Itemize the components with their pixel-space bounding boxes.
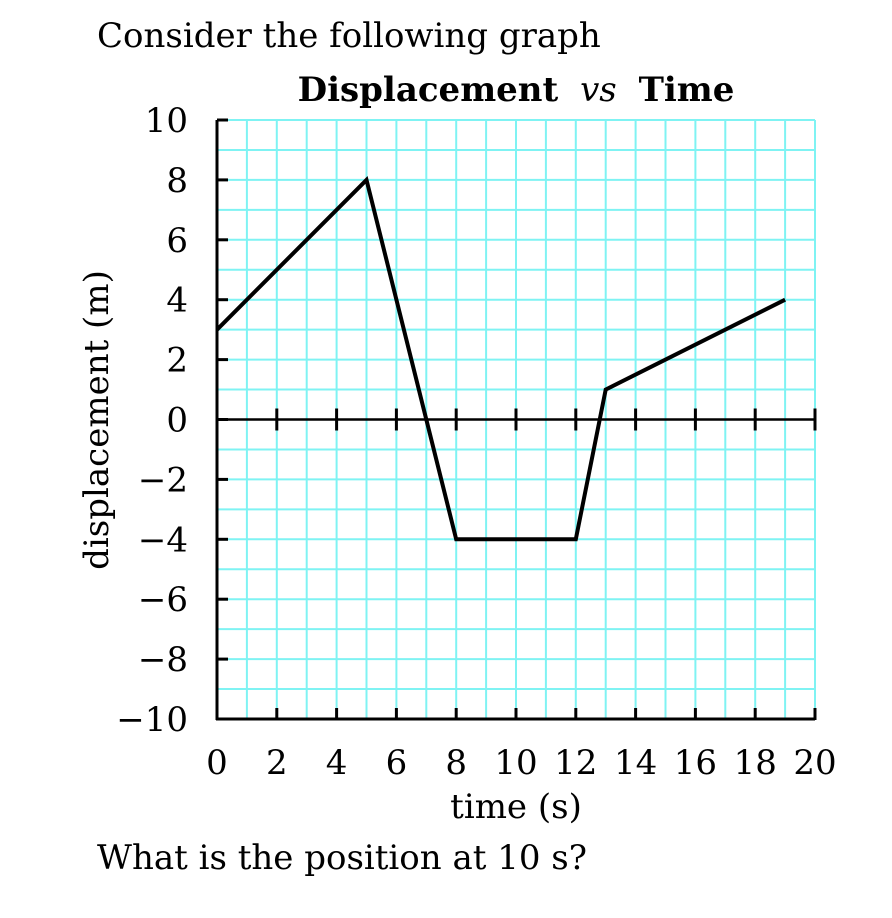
chart-title-part-2: vs	[580, 70, 617, 110]
y-tick-label: −10	[116, 700, 188, 740]
x-axis-label: time (s)	[450, 787, 582, 827]
x-tick-label: 10	[494, 743, 537, 783]
x-tick-label: 12	[554, 743, 597, 783]
x-tick-label: 8	[445, 743, 467, 783]
y-tick-label: 4	[166, 281, 188, 321]
intro-text: Consider the following graph	[97, 16, 601, 56]
chart-title-part-1: Displacement	[298, 70, 559, 110]
y-tick-label: 2	[166, 341, 188, 381]
x-tick-label: 18	[734, 743, 777, 783]
y-tick-label: −8	[138, 640, 188, 680]
series	[215, 175, 786, 542]
y-tick-label: 0	[166, 401, 188, 441]
x-tick-label: 14	[614, 743, 657, 783]
y-tick-label: 6	[166, 221, 188, 261]
x-tick-label: 6	[386, 743, 408, 783]
x-tick-label: 16	[674, 743, 717, 783]
chart-title-part-3: Time	[639, 70, 735, 110]
y-axis-label: displacement (m)	[77, 270, 117, 570]
y-tick-label: −2	[138, 460, 188, 500]
x-tick-label: 4	[326, 743, 348, 783]
series-line	[215, 175, 786, 542]
x-tick-label: 0	[206, 743, 228, 783]
y-tick-label: −4	[138, 520, 188, 560]
y-tick-label: 8	[166, 161, 188, 201]
ticks	[215, 118, 817, 721]
y-tick-label: 10	[145, 101, 188, 141]
question-text: What is the position at 10 s?	[97, 838, 587, 878]
y-tick-label: −6	[138, 580, 188, 620]
chart-title: Displacement vs Time	[298, 70, 735, 110]
x-tick-label: 2	[266, 743, 288, 783]
x-tick-label: 20	[793, 743, 836, 783]
